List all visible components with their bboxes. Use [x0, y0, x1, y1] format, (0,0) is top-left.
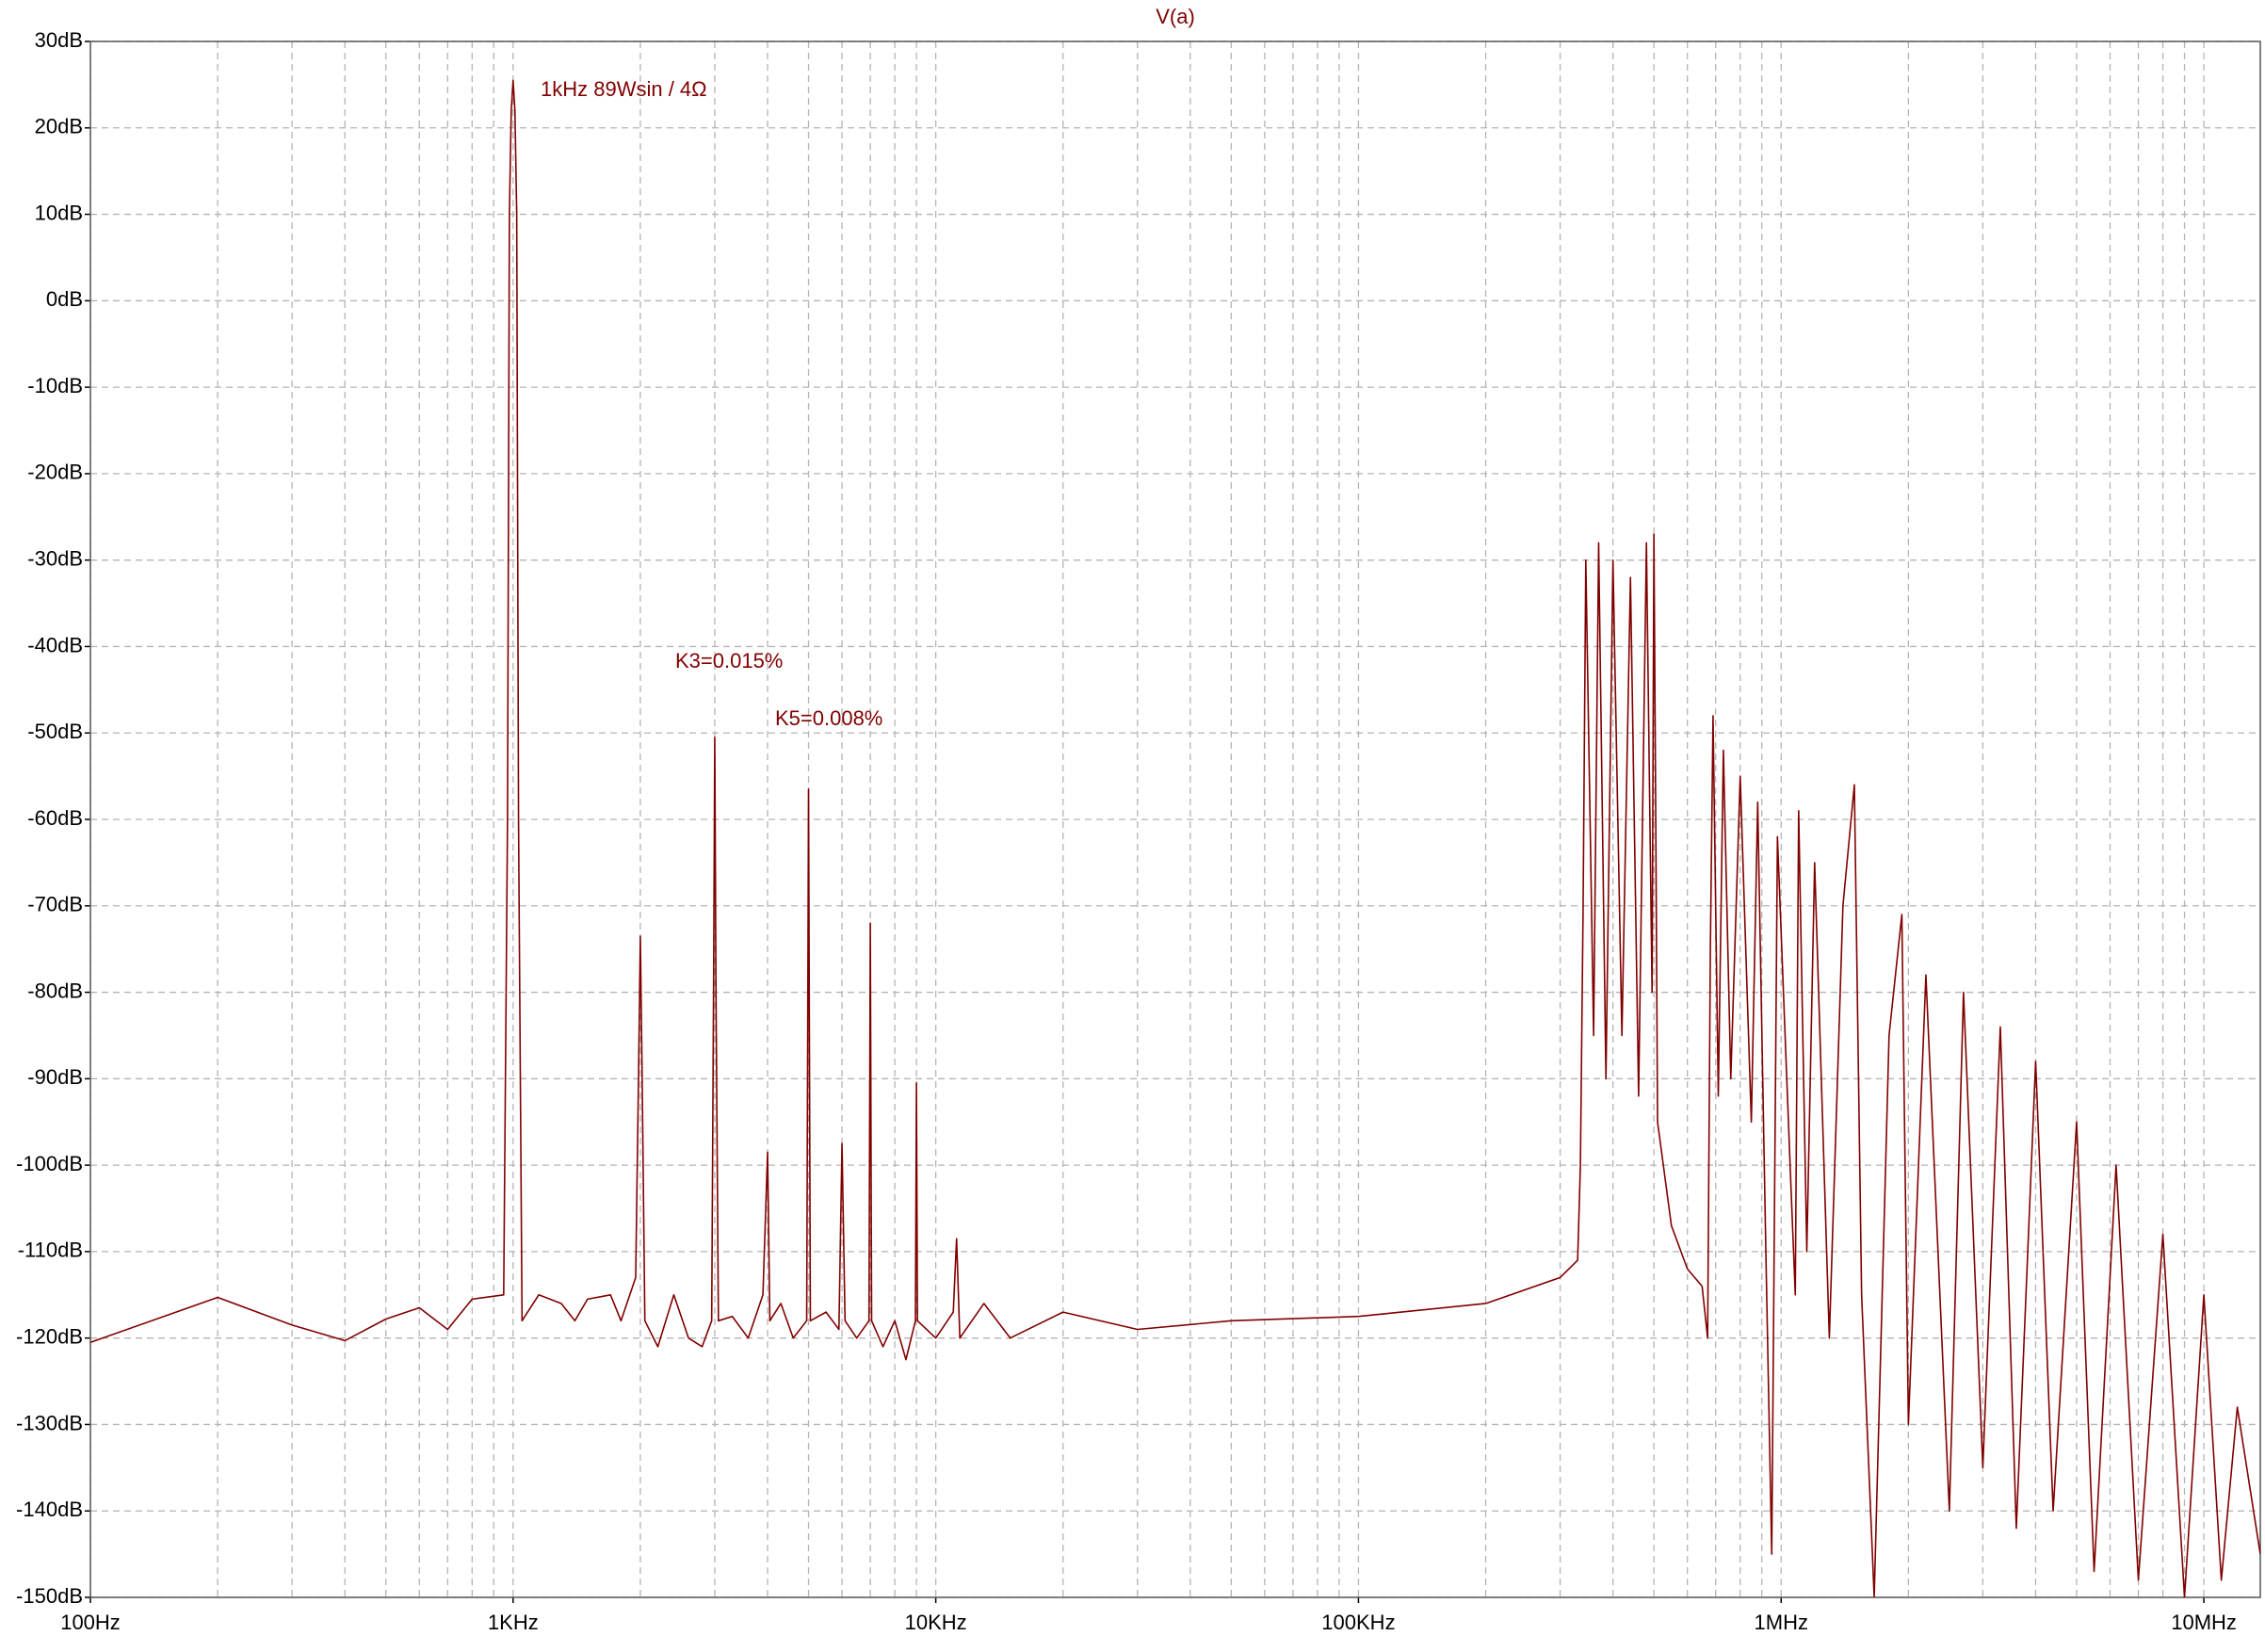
y-tick-label: -30dB	[27, 546, 83, 570]
y-tick-label: -50dB	[27, 720, 83, 743]
y-tick-label: -90dB	[27, 1065, 83, 1089]
y-tick-label: -80dB	[27, 979, 83, 1002]
y-tick-label: -120dB	[16, 1324, 83, 1348]
annotation: K5=0.008%	[775, 706, 882, 730]
plot-frame	[89, 40, 2261, 1598]
x-tick-label: 100KHz	[1321, 1611, 1395, 1634]
y-tick-label: -70dB	[27, 893, 83, 916]
x-tick-label: 1MHz	[1755, 1611, 1808, 1634]
y-tick-label: -140dB	[16, 1498, 83, 1521]
y-tick-label: -40dB	[27, 633, 83, 656]
y-tick-label: -110dB	[18, 1239, 83, 1262]
spectrum-line	[90, 79, 2260, 1597]
y-tick-label: 0dB	[46, 287, 83, 311]
y-tick-label: -150dB	[16, 1584, 83, 1608]
y-tick-label: -100dB	[16, 1152, 83, 1175]
chart-title: V(a)	[1156, 5, 1195, 28]
annotation: 1kHz 89Wsin / 4Ω	[541, 77, 707, 101]
annotation: K3=0.015%	[675, 649, 783, 672]
y-tick-label: 30dB	[35, 28, 83, 52]
y-tick-label: -20dB	[27, 461, 83, 484]
x-tick-label: 1KHz	[488, 1611, 539, 1634]
x-tick-label: 100Hz	[60, 1611, 121, 1634]
y-tick-label: 20dB	[35, 115, 83, 138]
x-tick-label: 10MHz	[2171, 1611, 2237, 1634]
y-tick-label: -10dB	[27, 374, 83, 397]
y-tick-label: 10dB	[35, 201, 83, 224]
x-tick-label: 10KHz	[905, 1611, 967, 1634]
y-tick-label: -60dB	[27, 806, 83, 830]
y-tick-label: -130dB	[16, 1411, 83, 1434]
